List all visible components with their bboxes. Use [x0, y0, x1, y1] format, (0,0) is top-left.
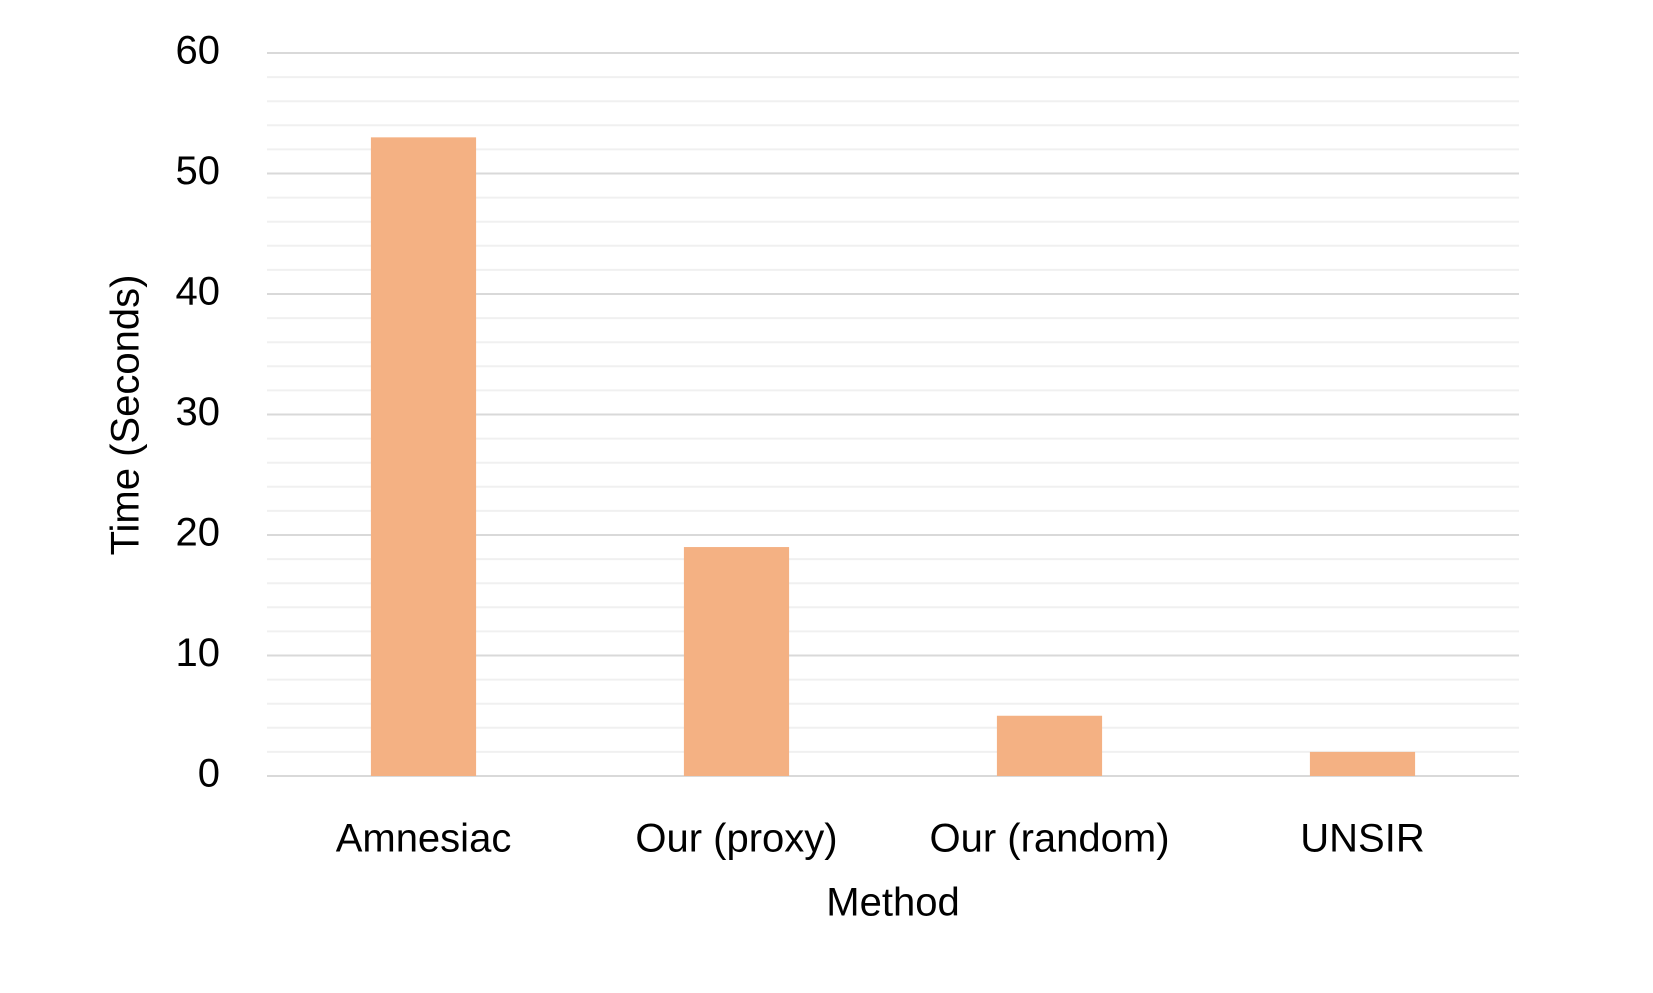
- y-tick-label: 20: [176, 511, 221, 555]
- bar: [996, 715, 1103, 776]
- bar: [683, 547, 790, 776]
- bar: [1309, 751, 1416, 776]
- x-tick-label: Our (proxy): [635, 817, 837, 861]
- y-tick-label: 0: [198, 752, 220, 796]
- x-axis-title: Method: [826, 881, 959, 925]
- x-tick-label: UNSIR: [1300, 817, 1424, 861]
- y-tick-label: 60: [176, 29, 221, 73]
- y-tick-label: 30: [176, 390, 221, 434]
- y-tick-label: 50: [176, 149, 221, 193]
- y-tick-label: 40: [176, 270, 221, 314]
- x-tick-label: Our (random): [929, 817, 1169, 861]
- x-tick-label: Amnesiac: [336, 817, 512, 861]
- y-tick-label: 10: [176, 631, 221, 675]
- bar: [370, 137, 477, 777]
- y-axis-title: Time (Seconds): [104, 275, 148, 556]
